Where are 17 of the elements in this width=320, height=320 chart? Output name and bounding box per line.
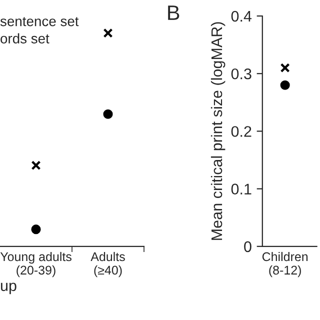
annotation: ords set [0,33,50,44]
x-tick-label: Children (8-12) [262,252,308,278]
x-tick-label: Adults (≥40) [90,252,125,278]
x-tick-label: Young adults (20-39) [0,252,72,278]
x-axis-title: up [0,282,16,294]
y-tick-label: 0.1 [231,184,252,194]
y-tick-label: 0 [244,241,252,252]
y-tick-label: 0.2 [231,126,252,137]
point [103,109,113,119]
point [103,28,113,38]
y-tick-label: 0.4 [231,10,252,22]
y-axis-title: Mean critical print size (logMAR) [210,22,226,240]
point [31,160,41,170]
chart-title: B [168,6,180,20]
y-tick-label: 0.3 [231,68,252,80]
text: sentence set [0,17,79,26]
point [31,224,41,234]
